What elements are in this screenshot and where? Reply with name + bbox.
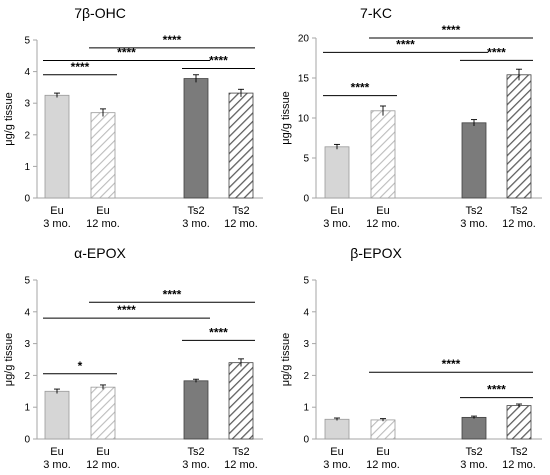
significance-label: **** bbox=[209, 325, 228, 339]
significance-label: **** bbox=[351, 81, 370, 95]
x-category-label: 3 mo. bbox=[182, 459, 210, 471]
y-tick-label: 3 bbox=[24, 99, 30, 110]
y-axis-label: μg/g tissue bbox=[280, 333, 292, 386]
y-axis-label: μg/g tissue bbox=[280, 91, 292, 144]
x-category-label: Eu bbox=[50, 446, 63, 458]
x-category-label: 3 mo. bbox=[460, 459, 488, 471]
bar-1 bbox=[324, 418, 350, 440]
x-category-label: Ts2 bbox=[187, 446, 204, 458]
y-tick-label: 5 bbox=[303, 154, 309, 165]
x-category-label: Ts2 bbox=[232, 446, 249, 458]
x-category-label: 12 mo. bbox=[502, 218, 536, 230]
y-tick-label: 0 bbox=[303, 435, 309, 446]
significance-label: **** bbox=[163, 33, 182, 47]
y-tick-label: 4 bbox=[24, 307, 30, 318]
significance-label: **** bbox=[71, 60, 90, 74]
x-category-label: Eu bbox=[376, 205, 389, 217]
bar-3 bbox=[183, 78, 209, 199]
y-tick-label: 2 bbox=[24, 371, 30, 382]
y-tick-label: 4 bbox=[24, 67, 30, 78]
significance-label: **** bbox=[487, 45, 506, 59]
y-tick-label: 0 bbox=[303, 194, 309, 205]
x-category-label: 12 mo. bbox=[86, 218, 120, 230]
significance-label: * bbox=[78, 359, 83, 373]
x-category-label: 12 mo. bbox=[224, 459, 258, 471]
x-category-label: 3 mo. bbox=[460, 218, 488, 230]
x-category-label: Ts2 bbox=[187, 205, 204, 217]
y-tick-label: 1 bbox=[24, 403, 30, 414]
bar-4 bbox=[228, 92, 254, 199]
y-tick-label: 10 bbox=[298, 114, 310, 125]
y-tick-label: 1 bbox=[303, 403, 309, 414]
y-tick-label: 20 bbox=[298, 34, 310, 45]
significance-label: **** bbox=[442, 357, 461, 371]
x-category-label: 12 mo. bbox=[86, 459, 120, 471]
bar-4 bbox=[506, 405, 532, 440]
x-category-label: Eu bbox=[96, 446, 109, 458]
x-category-label: 12 mo. bbox=[366, 218, 400, 230]
chart-title: β-EPOX bbox=[350, 245, 402, 261]
x-category-label: Eu bbox=[330, 446, 343, 458]
y-tick-label: 2 bbox=[24, 130, 30, 141]
y-tick-label: 3 bbox=[303, 339, 309, 350]
y-tick-label: 1 bbox=[24, 162, 30, 173]
x-category-label: Ts2 bbox=[465, 446, 482, 458]
y-tick-label: 0 bbox=[24, 435, 30, 446]
x-category-label: Eu bbox=[376, 446, 389, 458]
significance-label: **** bbox=[209, 53, 228, 67]
y-tick-label: 0 bbox=[24, 194, 30, 205]
x-category-label: Eu bbox=[50, 205, 63, 217]
significance-label: **** bbox=[442, 23, 461, 37]
x-category-label: 3 mo. bbox=[323, 459, 351, 471]
significance-label: **** bbox=[117, 46, 136, 60]
significance-label: **** bbox=[117, 303, 136, 317]
x-category-label: 3 mo. bbox=[43, 218, 71, 230]
chart-title: α-EPOX bbox=[74, 245, 126, 261]
y-axis-label: μg/g tissue bbox=[3, 92, 15, 145]
bar-2 bbox=[90, 386, 116, 440]
y-tick-label: 5 bbox=[303, 276, 309, 287]
x-category-label: 3 mo. bbox=[182, 218, 210, 230]
y-tick-label: 3 bbox=[24, 339, 30, 350]
x-category-label: 12 mo. bbox=[366, 459, 400, 471]
bar-4 bbox=[228, 362, 254, 440]
x-category-label: Ts2 bbox=[232, 205, 249, 217]
y-tick-label: 4 bbox=[303, 307, 309, 318]
bar-2 bbox=[370, 110, 396, 199]
y-tick-label: 15 bbox=[298, 74, 310, 85]
significance-label: **** bbox=[487, 383, 506, 397]
significance-label: **** bbox=[396, 37, 415, 51]
x-category-label: 12 mo. bbox=[224, 218, 258, 230]
x-category-label: Eu bbox=[330, 205, 343, 217]
x-category-label: Ts2 bbox=[510, 446, 527, 458]
x-category-label: 12 mo. bbox=[502, 459, 536, 471]
x-category-label: Eu bbox=[96, 205, 109, 217]
bar-2 bbox=[90, 112, 116, 199]
y-tick-label: 5 bbox=[24, 36, 30, 47]
bar-1 bbox=[44, 390, 70, 440]
bar-1 bbox=[324, 146, 350, 199]
x-category-label: 3 mo. bbox=[43, 459, 71, 471]
x-category-label: 3 mo. bbox=[323, 218, 351, 230]
y-axis-label: μg/g tissue bbox=[3, 333, 15, 386]
bar-4 bbox=[506, 74, 532, 199]
chart-title: 7-KC bbox=[360, 5, 392, 21]
bar-3 bbox=[183, 380, 209, 440]
bar-3 bbox=[461, 122, 487, 199]
chart-title: 7β-OHC bbox=[74, 5, 126, 21]
x-category-label: Ts2 bbox=[510, 205, 527, 217]
bar-2 bbox=[370, 419, 396, 440]
y-tick-label: 5 bbox=[24, 276, 30, 287]
bar-1 bbox=[44, 94, 70, 199]
x-category-label: Ts2 bbox=[465, 205, 482, 217]
bar-3 bbox=[461, 416, 487, 440]
y-tick-label: 2 bbox=[303, 371, 309, 382]
significance-label: **** bbox=[163, 287, 182, 301]
